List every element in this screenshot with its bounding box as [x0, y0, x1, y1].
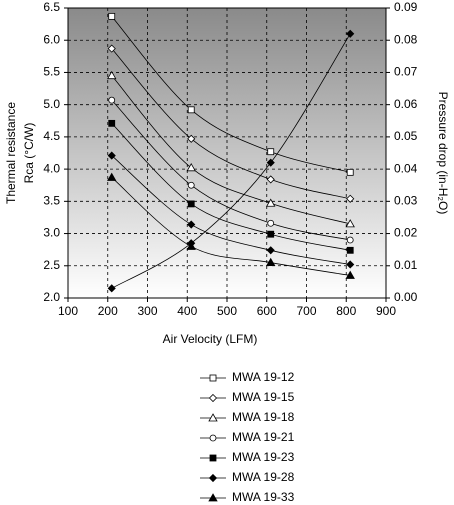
data-point [187, 106, 195, 114]
y2-tick-label: 0.05 [394, 129, 418, 143]
data-point [267, 219, 275, 227]
legend-marker [208, 393, 218, 403]
x-tick-label: 200 [98, 304, 118, 318]
y-tick-label: 2.0 [43, 290, 60, 304]
legend-label: MWA 19-21 [232, 430, 295, 444]
data-point [107, 70, 117, 80]
data-point [266, 175, 275, 184]
y-tick-label: 3.0 [43, 226, 60, 240]
data-point [346, 194, 355, 203]
data-point [107, 151, 116, 160]
data-point [346, 246, 354, 254]
x-tick-label: 800 [336, 304, 356, 318]
y-tick-label: 5.0 [43, 97, 60, 111]
legend-label: MWA 19-18 [232, 410, 295, 424]
data-point [267, 148, 275, 156]
y-tick-label: 2.5 [43, 258, 60, 272]
y-tick-label: 6.5 [43, 0, 60, 14]
series-line [111, 75, 351, 225]
y-axis-title: Thermal resistance [4, 102, 18, 204]
series-line [111, 33, 351, 289]
data-point [346, 29, 355, 38]
y2-tick-label: 0.06 [394, 97, 418, 111]
data-point [266, 246, 275, 255]
data-point [108, 96, 116, 104]
y-tick-label: 3.5 [43, 194, 60, 208]
series-line [111, 177, 351, 276]
legend-marker [208, 493, 218, 502]
y2-tick-label: 0.07 [394, 65, 418, 79]
data-point [187, 181, 195, 189]
y2-tick-label: 0.09 [394, 0, 418, 14]
legend-marker [208, 473, 218, 483]
y-tick-label: 4.0 [43, 161, 60, 175]
data-point [108, 12, 116, 20]
series-line [111, 155, 351, 265]
legend-label: MWA 19-23 [232, 450, 295, 464]
legend-label: MWA 19-33 [232, 490, 295, 504]
data-point [107, 172, 117, 181]
data-point [107, 284, 116, 293]
y-tick-label: 5.5 [43, 65, 60, 79]
y2-tick-label: 0.02 [394, 226, 418, 240]
y2-tick-label: 0.00 [394, 290, 418, 304]
x-tick-label: 100 [58, 304, 78, 318]
data-point [345, 270, 355, 279]
legend-marker [209, 454, 217, 462]
series-line [111, 16, 351, 173]
legend-marker [209, 434, 217, 442]
data-point [266, 257, 276, 266]
data-point [108, 119, 116, 127]
y2-axis-title: Pressure drop (in-H₂O) [436, 92, 450, 215]
data-point [187, 239, 196, 248]
legend-label: MWA 19-28 [232, 470, 295, 484]
x-tick-label: 900 [376, 304, 396, 318]
series-line [111, 123, 351, 251]
y-tick-label: 6.0 [43, 32, 60, 46]
data-point [187, 134, 196, 143]
data-point [346, 236, 354, 244]
y-axis-title: Rca (°C/W) [22, 123, 36, 184]
plot-border [67, 7, 387, 299]
y2-tick-label: 0.01 [394, 258, 418, 272]
y-tick-label: 4.5 [43, 129, 60, 143]
legend-label: MWA 19-12 [232, 370, 295, 384]
legend-label: MWA 19-15 [232, 390, 295, 404]
x-tick-label: 500 [217, 304, 237, 318]
x-tick-label: 400 [177, 304, 197, 318]
data-point [187, 200, 195, 208]
y2-tick-label: 0.08 [394, 32, 418, 46]
series-line [111, 99, 351, 241]
x-tick-label: 600 [257, 304, 277, 318]
data-point [186, 163, 196, 172]
y2-tick-label: 0.03 [394, 194, 418, 208]
series-line [111, 48, 351, 200]
data-point [187, 220, 196, 229]
data-point [266, 158, 275, 167]
x-tick-label: 700 [296, 304, 316, 318]
data-point [107, 44, 116, 53]
data-point [346, 260, 355, 269]
y2-tick-label: 0.04 [394, 161, 418, 175]
data-point [346, 168, 354, 176]
x-axis-title: Air Velocity (LFM) [163, 332, 258, 346]
data-point [267, 230, 275, 238]
legend-marker [208, 413, 218, 422]
data-point [266, 198, 276, 207]
legend-marker [209, 374, 217, 382]
data-point [345, 219, 355, 228]
x-tick-label: 300 [137, 304, 157, 318]
